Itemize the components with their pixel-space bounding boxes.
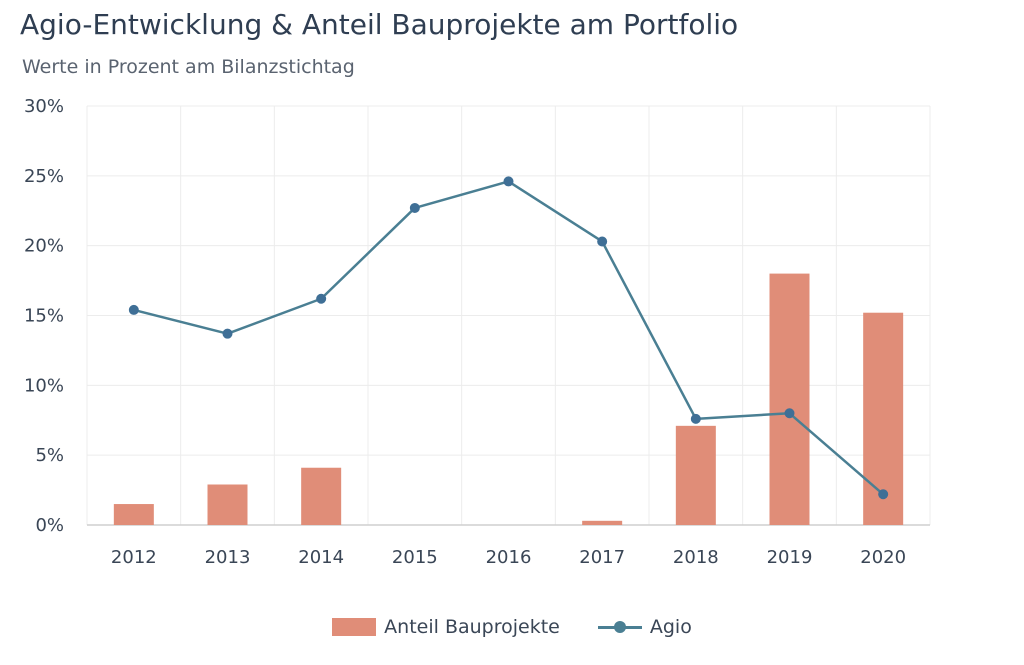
agio-point-2018 [690, 413, 701, 424]
bar-2017 [582, 520, 623, 525]
y-tick-label: 0% [35, 515, 64, 536]
chart-title: Agio-Entwicklung & Anteil Bauprojekte am… [20, 8, 739, 41]
legend-item-line: Agio [597, 616, 692, 638]
bar-series [113, 273, 904, 525]
x-tick-label: 2014 [298, 547, 344, 568]
agio-point-2015 [409, 202, 420, 213]
agio-point-2019 [784, 408, 795, 419]
x-tick-label: 2018 [673, 547, 719, 568]
legend-swatch-bar [332, 618, 377, 636]
x-tick-label: 2015 [392, 547, 438, 568]
x-tick-label: 2016 [486, 547, 532, 568]
bar-2013 [207, 484, 248, 525]
x-tick-label: 2013 [205, 547, 251, 568]
y-tick-label: 5% [35, 445, 64, 466]
agio-point-2016 [503, 176, 514, 187]
x-tick-label: 2019 [767, 547, 813, 568]
legend-item-bars: Anteil Bauprojekte [332, 616, 560, 638]
bar-2018 [675, 425, 716, 525]
chart-plot: 0% 5% 10% 15% 20% 25% 30% 2012 2013 2014 2015 2016 2… [24, 96, 931, 568]
y-tick-label: 30% [24, 96, 64, 117]
y-tick-label: 10% [24, 375, 64, 396]
chart-subtitle: Werte in Prozent am Bilanzstichtag [22, 56, 355, 78]
agio-point-2017 [597, 236, 608, 247]
agio-point-2020 [878, 489, 889, 500]
x-tick-label: 2012 [111, 547, 157, 568]
y-tick-label: 20% [24, 236, 64, 257]
legend: Anteil Bauprojekte Agio [0, 616, 1024, 638]
line-series [128, 176, 889, 500]
y-tick-label: 25% [24, 166, 64, 187]
bar-2019 [769, 273, 810, 525]
y-tick-label: 15% [24, 306, 64, 327]
legend-label-line: Agio [649, 616, 692, 638]
axis-ticks: 0% 5% 10% 15% 20% 25% 30% 2012 2013 2014 2015 2016 2… [24, 96, 906, 568]
agio-point-2013 [222, 328, 233, 339]
x-tick-label: 2017 [579, 547, 625, 568]
bar-2012 [113, 504, 154, 525]
bar-2014 [301, 467, 342, 525]
legend-label-bars: Anteil Bauprojekte [384, 616, 560, 638]
legend-swatch-line [597, 618, 642, 636]
x-tick-label: 2020 [860, 547, 906, 568]
agio-point-2012 [128, 304, 139, 315]
agio-point-2014 [316, 293, 327, 304]
